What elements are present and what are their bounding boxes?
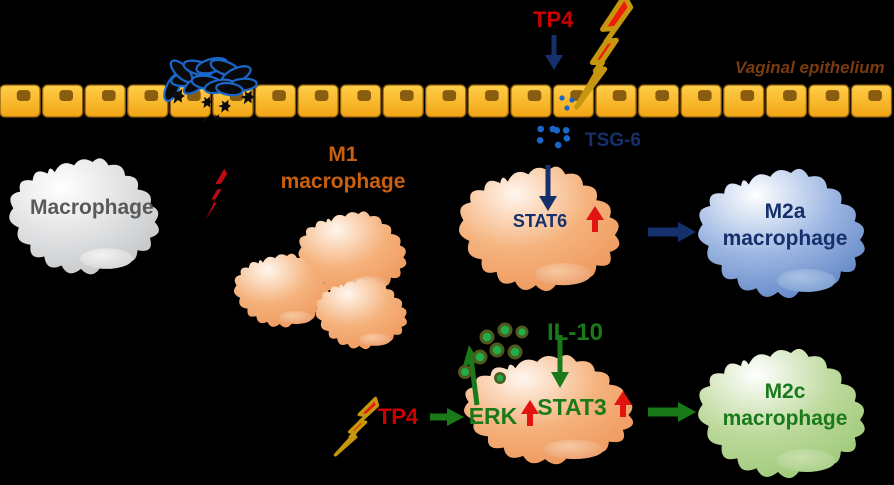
svg-text:M2a: M2a <box>765 200 806 223</box>
svg-text:macrophage: macrophage <box>281 170 406 193</box>
svg-text:STAT3: STAT3 <box>537 394 606 420</box>
svg-text:IL-10: IL-10 <box>547 319 603 346</box>
svg-text:TSG-6: TSG-6 <box>585 130 641 151</box>
svg-text:macrophage: macrophage <box>723 407 848 430</box>
svg-text:TP4: TP4 <box>533 7 574 32</box>
svg-text:M1: M1 <box>328 143 357 166</box>
svg-text:M2c: M2c <box>765 380 806 403</box>
svg-text:Vaginal epithelium: Vaginal epithelium <box>735 58 885 77</box>
svg-text:macrophage: macrophage <box>723 227 848 250</box>
svg-text:STAT6: STAT6 <box>513 211 567 231</box>
svg-text:Macrophage: Macrophage <box>30 196 154 219</box>
svg-text:ERK: ERK <box>469 403 518 429</box>
svg-text:TP4: TP4 <box>378 404 419 429</box>
